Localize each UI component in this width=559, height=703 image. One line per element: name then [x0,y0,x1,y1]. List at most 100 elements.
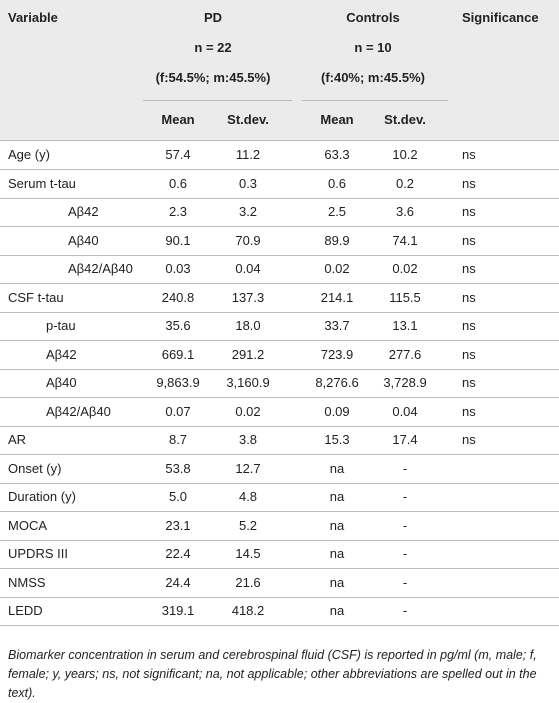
significance: ns [462,403,476,419]
row-label: Duration (y) [8,489,76,504]
significance: ns [462,204,476,219]
cell-value: 418.2 [231,603,265,618]
cell-value: 5.2 [238,517,258,533]
rule [0,197,559,199]
rule [0,425,559,427]
significance: ns [462,432,476,447]
row-label: CSF t-tau [8,289,64,305]
significance: ns [462,147,476,162]
cell-value: 291.2 [231,346,265,362]
row-label: p-tau [46,318,76,333]
cell-value: - [402,517,408,533]
cell-value: na [329,546,345,561]
cell-value: 0.02 [392,261,418,276]
rule [0,311,559,313]
rule [0,169,559,170]
rule [0,482,559,484]
cell-value: 0.02 [324,261,350,276]
cell-value: 0.02 [235,403,261,419]
cell-value: 0.07 [165,403,191,419]
cell-value: na [329,603,345,618]
cell-value: 33.7 [324,318,350,333]
significance: ns [462,289,476,305]
cell-value: 57.4 [165,147,191,162]
rule [0,625,559,626]
cell-value: 18.0 [235,318,261,333]
column-header: Variable [8,10,58,25]
cell-value: 8.7 [168,432,188,447]
rule [0,596,559,598]
rule [0,568,559,569]
cell-value: 15.3 [324,432,350,447]
rule [0,340,559,341]
significance: ns [462,318,476,333]
row-label: LEDD [8,603,43,618]
cell-value: 63.3 [324,147,350,162]
rule [143,100,292,101]
cell-value: 23.1 [165,517,191,533]
cell-value: 214.1 [320,289,354,305]
pd-sex: (f:54.5%; m:45.5%) [155,70,271,85]
cell-value: 115.5 [389,289,421,305]
cell-value: na [329,574,345,590]
cell-value: 13.1 [392,318,418,333]
cell-value: 723.9 [320,346,354,362]
rule [0,539,559,541]
cell-value: 669.1 [161,346,195,362]
cell-value: - [402,603,408,618]
cell-value: 137.3 [231,289,265,305]
cell-value: 22.4 [165,546,191,561]
cell-value: - [402,460,408,476]
cell-value: 4.8 [238,489,258,504]
cell-value: 21.6 [235,574,261,590]
column-header: PD [203,10,223,25]
cell-value: na [329,460,345,476]
significance: ns [462,261,476,276]
cell-value: 74.1 [392,232,418,248]
cell-value: 10.2 [392,147,418,162]
cell-value: 0.04 [392,403,418,419]
header-band [0,0,559,140]
row-label: UPDRS III [8,546,68,561]
row-label: Age (y) [8,147,50,162]
subcolumn-header: Mean [161,112,195,127]
cell-value: na [329,489,345,504]
controls-sex: (f:40%; m:45.5%) [320,70,426,85]
cell-value: 3.2 [238,204,258,219]
cell-value: 89.9 [324,232,350,248]
row-label: Aβ40 [68,232,99,248]
cell-value: 2.5 [327,204,347,219]
row-label: Aβ42/Aβ40 [46,403,111,419]
row-label: AR [8,432,27,447]
rule [0,283,559,284]
row-label: Aβ42 [46,346,77,362]
cell-value: 53.8 [165,460,191,476]
cell-value: 3,160.9 [226,375,270,390]
cell-value: 70.9 [235,232,261,248]
cell-value: 35.6 [165,318,191,333]
rule [0,226,559,227]
row-label: Onset (y) [8,460,62,476]
cell-value: 3,728.9 [383,375,427,390]
cell-value: - [402,489,408,504]
row-label: Aβ42 [68,204,99,219]
significance: ns [462,232,476,248]
cell-value: 0.03 [165,261,191,276]
cell-value: 2.3 [168,204,188,219]
rule [302,100,448,101]
cell-value: 5.0 [168,489,188,504]
row-label: Aβ42/Aβ40 [68,261,133,276]
cell-value: 277.6 [388,346,422,362]
cell-value: 90.1 [165,232,191,248]
row-label: MOCA [8,517,47,533]
cell-value: - [402,574,408,590]
cell-value: 240.8 [161,289,195,305]
column-header: Significance [462,10,539,25]
cell-value: 0.04 [235,261,261,276]
cell-value: 9,863.9 [156,375,200,390]
cell-value: 0.6 [168,175,188,191]
footnote: Biomarker concentration in serum and cer… [8,648,537,700]
significance: ns [462,346,476,362]
significance: ns [462,375,476,390]
